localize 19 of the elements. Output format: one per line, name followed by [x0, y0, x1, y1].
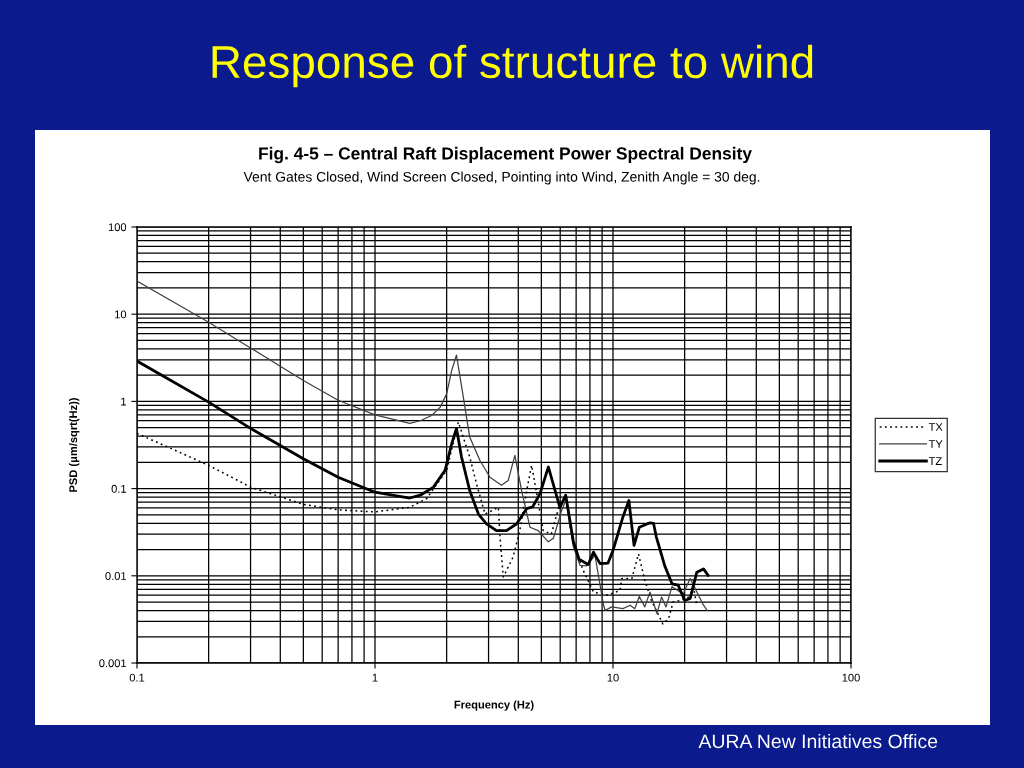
legend-label: TZ [928, 457, 942, 465]
y-tick-label: 10 [115, 310, 127, 319]
text: AURA New Initiatives Office [698, 733, 938, 749]
chart-title: Fig. 4-5 – Central Raft Displacement Power Spectral Density [259, 146, 752, 164]
x-tick-label: 1 [372, 673, 378, 682]
legend-label: TX [928, 423, 943, 431]
y-tick-label: 0.01 [105, 572, 127, 580]
y-tick-label: 0.1 [111, 484, 127, 493]
y-axis-title: PSD (μm/sqrt(Hz)) [68, 398, 80, 492]
y-tick-label: 100 [108, 223, 127, 232]
text: Response of structure to wind [212, 44, 813, 88]
x-tick-label: 10 [607, 673, 619, 682]
y-tick-label: 0.001 [99, 659, 127, 668]
x-tick-label: 100 [842, 673, 860, 682]
legend-label: TY [928, 440, 943, 448]
x-tick-label: 0.1 [129, 673, 145, 682]
chart-subtitle: Vent Gates Closed, Wind Screen Closed, Pointing into Wind, Zenith Angle = 30 deg. [243, 171, 760, 185]
y-tick-label: 1 [121, 397, 127, 406]
x-axis-title: Frequency (Hz) [454, 700, 534, 711]
